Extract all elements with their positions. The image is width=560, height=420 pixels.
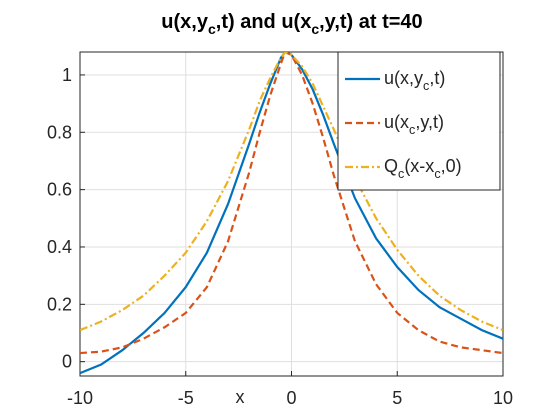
y-tick-label: 0 bbox=[62, 352, 72, 372]
y-tick-label: 0.2 bbox=[47, 294, 72, 314]
text-part: c bbox=[423, 79, 429, 93]
x-tick-label: 10 bbox=[493, 388, 513, 408]
x-tick-label: -10 bbox=[67, 388, 93, 408]
x-axis-label: x bbox=[236, 387, 245, 407]
text-part: c bbox=[434, 167, 440, 181]
text-part: c bbox=[398, 167, 404, 181]
text-part: ,t) bbox=[429, 68, 445, 88]
legend-label: Qc(x-xc,0) bbox=[384, 156, 462, 181]
text-part: Q bbox=[384, 156, 398, 176]
x-tick-label: 0 bbox=[286, 388, 296, 408]
series-line bbox=[80, 52, 503, 332]
text-part: c bbox=[409, 123, 415, 137]
y-tick-label: 1 bbox=[62, 65, 72, 85]
y-tick-label: 0.4 bbox=[47, 237, 72, 257]
legend-label: u(x,yc,t) bbox=[384, 68, 445, 93]
chart-title: u(x,yc,t) and u(xc,y,t) at t=40 bbox=[161, 11, 422, 37]
text-part: ,t) and u(x bbox=[216, 11, 312, 33]
text-part: c bbox=[311, 21, 319, 37]
axes-box bbox=[79, 51, 504, 377]
text-part: ,y,t) bbox=[415, 112, 444, 132]
text-part: ,y,t) at t=40 bbox=[319, 11, 423, 33]
text-part: u(x,y bbox=[384, 68, 423, 88]
text-part: u(x bbox=[384, 112, 409, 132]
legend-label: u(xc,y,t) bbox=[384, 112, 444, 137]
x-tick-label: -5 bbox=[178, 388, 194, 408]
text-part: u(x,y bbox=[161, 11, 209, 33]
text-part: (x-x bbox=[404, 156, 434, 176]
y-tick-label: 0.6 bbox=[47, 180, 72, 200]
x-tick-label: 5 bbox=[392, 388, 402, 408]
text-part: c bbox=[208, 21, 216, 37]
series-line bbox=[80, 52, 503, 355]
y-tick-label: 0.8 bbox=[47, 122, 72, 142]
text-part: ,0) bbox=[441, 156, 462, 176]
